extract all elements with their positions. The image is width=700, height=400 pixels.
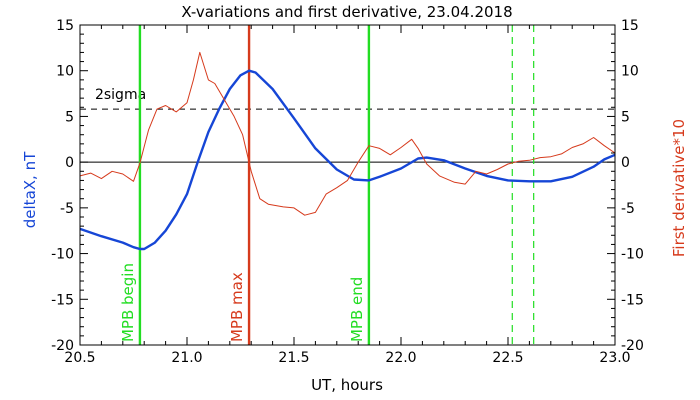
y-tick-label-left-1: -15 [51,292,74,308]
y-tick-label-right-5: 5 [621,109,630,125]
x-tick-label-2: 21.5 [278,350,309,366]
y-tick-label-right-6: 10 [621,64,639,80]
x-tick-label-4: 22.5 [492,350,523,366]
y-axis-label-left: deltaX, nT [21,151,39,228]
y-tick-label-left-5: 5 [65,109,74,125]
chart-title: X-variations and first derivative, 23.04… [181,3,512,21]
marker-label-3: MPB end [348,277,366,342]
x-tick-label-5: 23.0 [599,350,630,366]
series-line-2 [79,51,616,216]
marker-label-2: MPB max [228,272,246,342]
y-tick-label-right-2: -10 [621,247,644,263]
y-tick-label-right-1: -15 [621,292,644,308]
y-tick-label-left-0: -20 [51,338,74,354]
y-tick-label-right-4: 0 [621,155,630,171]
x-tick-label-3: 22.0 [385,350,416,366]
series-line-1 [79,69,616,251]
y-axis-label-right: First derivative*10 [670,119,688,257]
plot-frame [79,24,616,346]
y-tick-label-left-6: 10 [56,64,74,80]
x-tick-label-0: 20.5 [64,350,95,366]
y-tick-label-left-7: 15 [56,18,74,34]
x-axis-label: UT, hours [311,376,383,394]
y-tick-label-right-7: 15 [621,18,639,34]
y-tick-label-right-3: -5 [621,201,635,217]
y-tick-label-right-0: -20 [621,338,644,354]
y-tick-label-left-3: -5 [60,201,74,217]
plot-area: 2sigma MPB begin MPB max MPB end 20.5 21.0 21.… [51,18,644,366]
marker-label-1: MPB begin [119,263,137,342]
x-tick-label-1: 21.0 [171,350,202,366]
threshold-label: 2sigma [95,87,146,103]
y-tick-label-left-2: -10 [51,247,74,263]
y-tick-label-left-4: 0 [65,155,74,171]
